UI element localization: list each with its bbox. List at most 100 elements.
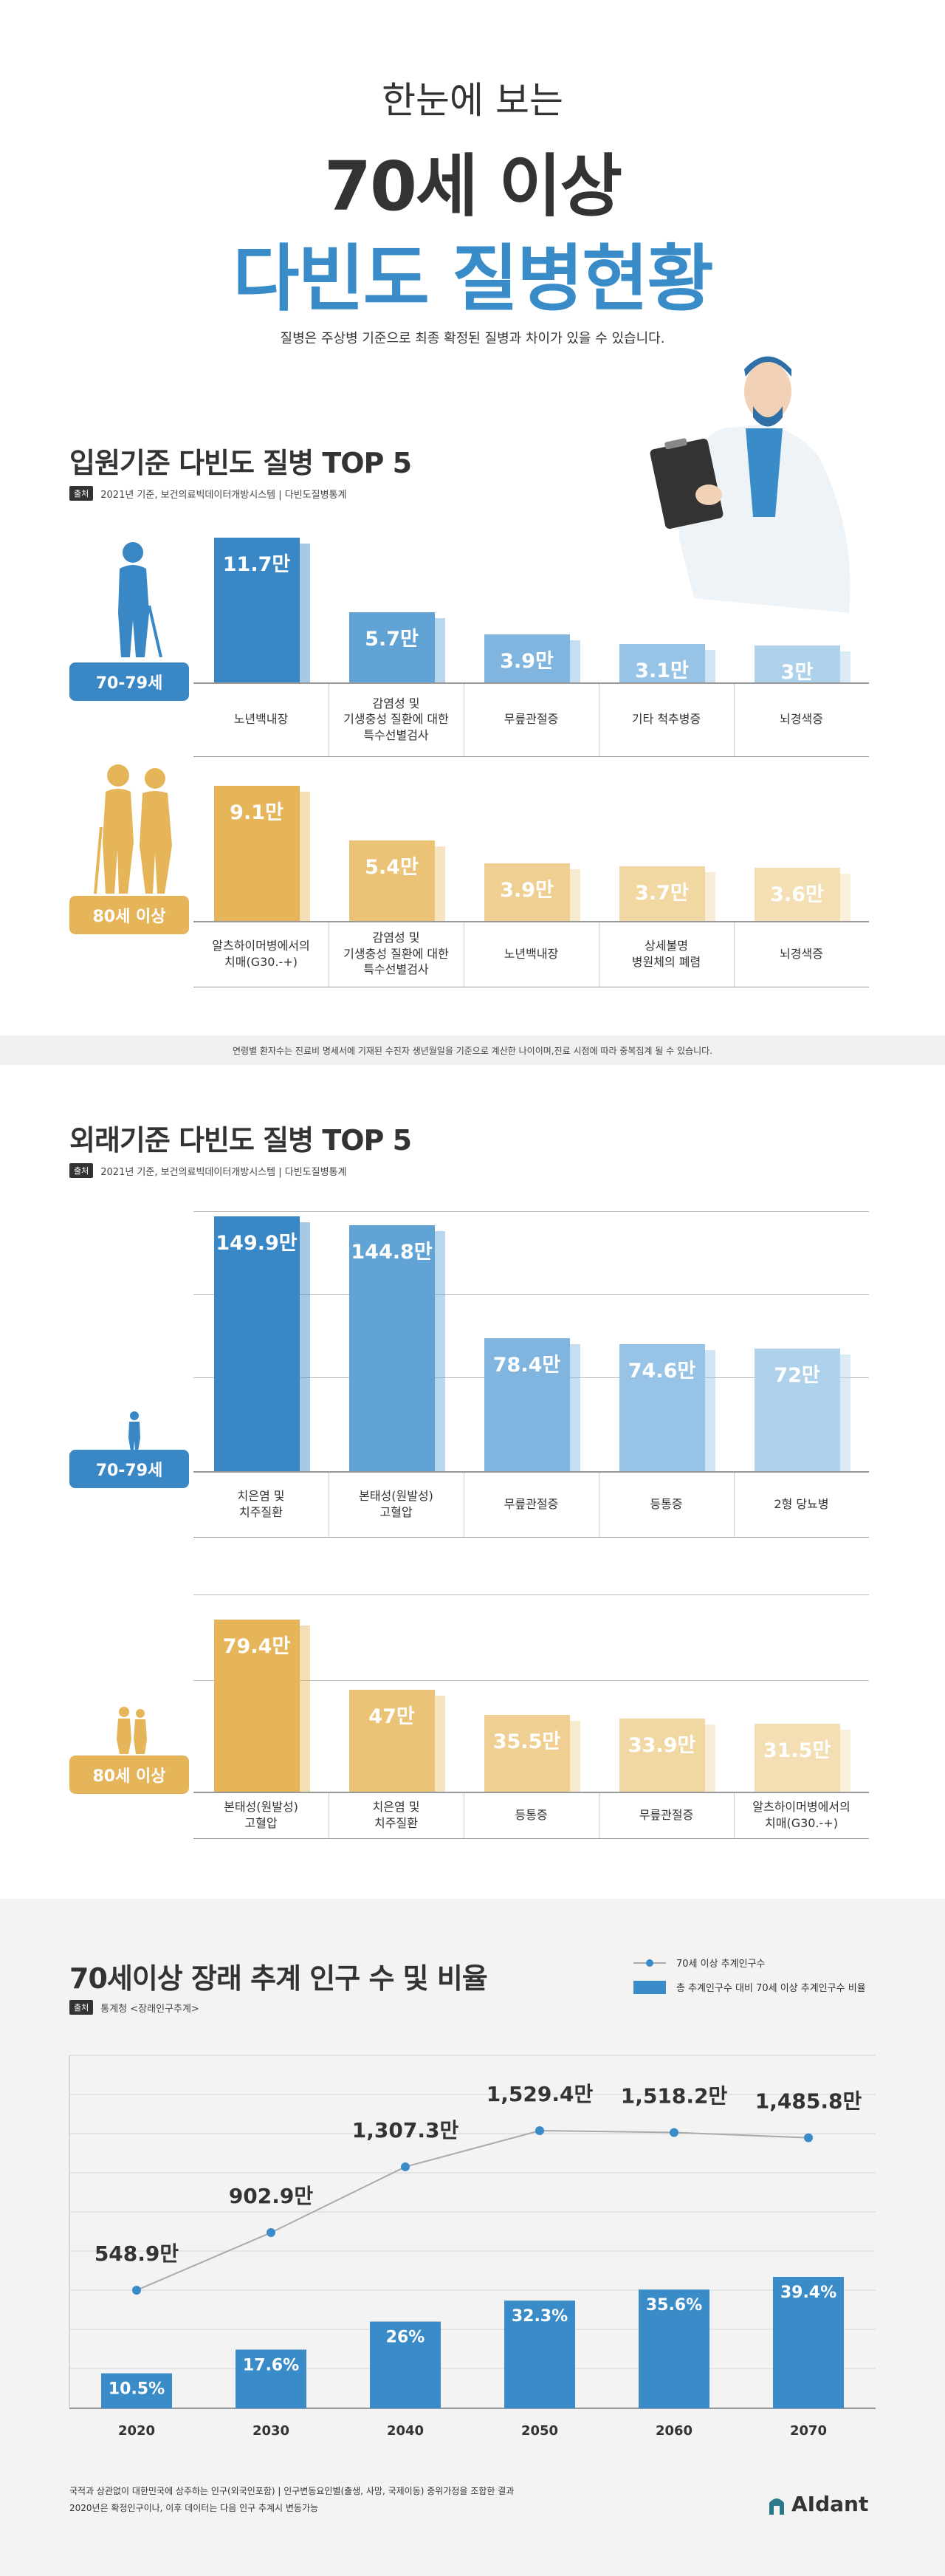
value-label: 72만 xyxy=(774,1364,820,1388)
bar xyxy=(101,2373,172,2408)
value-label: 144.8만 xyxy=(351,1240,433,1264)
legend-label: 70세 이상 추계인구수 xyxy=(676,1959,766,1970)
brand: AIdant xyxy=(768,2492,868,2516)
legend-swatch xyxy=(633,1981,666,1994)
value-label: 3.7만 xyxy=(635,881,689,905)
category-label: 기타 척추병증 xyxy=(631,712,701,727)
bar xyxy=(213,1620,300,1792)
line-point xyxy=(267,2228,275,2238)
bar xyxy=(348,1224,435,1471)
baseline xyxy=(193,1792,869,1793)
header-line2: 70세 이상 xyxy=(324,147,622,226)
category-label: 본태성(원발성) 고혈압 xyxy=(224,1799,298,1830)
line-point xyxy=(132,2286,141,2295)
line-value-label: 1,529.4만 xyxy=(487,2082,594,2106)
category-label: 치은염 및 치주질환 xyxy=(237,1488,285,1519)
cell-divider xyxy=(734,1471,735,1537)
x-tick-label: 2050 xyxy=(521,2423,558,2439)
bar xyxy=(484,1337,570,1471)
bar xyxy=(619,866,705,921)
value-label: 3.9만 xyxy=(500,649,554,673)
bar xyxy=(754,867,840,921)
value-label: 33.9만 xyxy=(628,1733,696,1757)
category-label: 치은염 및 치주질환 xyxy=(372,1799,420,1830)
bottom-line xyxy=(193,756,869,757)
grid-line xyxy=(193,1211,869,1212)
bar xyxy=(484,863,570,921)
grid-line xyxy=(193,1294,869,1295)
section-title: 외래기준 다빈도 질병 TOP 5 xyxy=(69,1124,412,1157)
category-label: 무릎관절증 xyxy=(639,1807,694,1822)
bar-value-label: 10.5% xyxy=(109,2380,165,2399)
value-label: 47만 xyxy=(368,1705,415,1729)
value-label: 9.1만 xyxy=(230,801,284,824)
bar xyxy=(504,2301,575,2408)
bar xyxy=(213,786,300,921)
category-label: 무릎관절증 xyxy=(504,712,559,727)
silhouette-80-small xyxy=(117,1707,147,1754)
value-label: 5.7만 xyxy=(365,627,419,651)
line-value-label: 1,485.8만 xyxy=(755,2089,862,2114)
value-label: 35.5만 xyxy=(492,1730,561,1753)
line-value-label: 902.9만 xyxy=(229,2184,314,2208)
brand-name: AIdant xyxy=(791,2492,869,2516)
bottom-line xyxy=(193,1838,869,1839)
line-point xyxy=(670,2128,678,2137)
category-label: 감염성 및 기생충성 질환에 대한 특수선별검사 xyxy=(343,696,449,742)
value-label: 74.6만 xyxy=(628,1360,696,1383)
line-point xyxy=(401,2162,410,2171)
bar xyxy=(754,1349,840,1471)
bar xyxy=(213,538,300,682)
silhouette-70 xyxy=(118,542,162,657)
line-point xyxy=(804,2133,813,2142)
value-label: 5.4만 xyxy=(365,856,419,880)
bar xyxy=(348,840,435,921)
value-label: 11.7만 xyxy=(222,553,291,576)
value-label: 3.9만 xyxy=(500,878,554,902)
legend-label: 총 추계인구수 대비 70세 이상 추계인구수 비율 xyxy=(676,1983,866,1994)
category-label: 등통증 xyxy=(650,1496,683,1511)
line-value-label: 1,518.2만 xyxy=(621,2083,728,2108)
source-tag: 출처 xyxy=(69,486,94,501)
bar xyxy=(348,612,435,682)
bar xyxy=(619,1344,705,1471)
bar xyxy=(213,1216,300,1471)
bar xyxy=(484,634,570,682)
bar-value-label: 17.6% xyxy=(243,2356,299,2374)
source-tag: 출처 xyxy=(69,1163,94,1178)
group-label: 70-79세 xyxy=(69,662,189,701)
x-tick-label: 2030 xyxy=(252,2423,289,2439)
bar-value-label: 32.3% xyxy=(512,2307,568,2326)
group-label: 80세 이상 xyxy=(69,1755,189,1794)
baseline xyxy=(193,1471,869,1473)
bar xyxy=(619,1718,705,1792)
line-value-label: 548.9만 xyxy=(94,2241,179,2266)
legend-point xyxy=(646,1959,653,1967)
source-tag: 출처 xyxy=(69,2000,94,2015)
group-label: 80세 이상 xyxy=(69,896,189,934)
bar xyxy=(754,645,840,682)
value-label: 3.1만 xyxy=(635,660,689,683)
category-label: 노년백내장 xyxy=(504,946,559,961)
silhouette-70-small xyxy=(128,1411,140,1451)
category-label: 뇌경색증 xyxy=(780,712,823,727)
x-tick-label: 2060 xyxy=(656,2423,693,2439)
header-line1: 한눈에 보는 xyxy=(382,79,563,122)
header-line3: 다빈도 질병현황 xyxy=(233,237,713,321)
value-label: 79.4만 xyxy=(222,1635,291,1658)
header-note: 질병은 주상병 기준으로 최종 확정된 질병과 차이가 있을 수 있습니다. xyxy=(280,331,665,346)
source-row: 출처 통계청 <장래인구추계> xyxy=(69,2000,199,2015)
category-label: 상세불명 병원체의 폐렴 xyxy=(631,938,701,969)
category-label: 노년백내장 xyxy=(233,712,289,727)
x-tick-label: 2040 xyxy=(387,2423,424,2439)
bottom-line xyxy=(193,1537,869,1538)
category-label: 알츠하이머병에서의 치매(G30.-+) xyxy=(752,1799,850,1830)
bar xyxy=(639,2289,709,2408)
grid-line xyxy=(193,1594,869,1595)
cell-divider xyxy=(734,682,735,756)
footer-notes: 국적과 상관없이 대한민국에 상주하는 인구(외국인포함) | 인구변동요인별(… xyxy=(69,2483,514,2517)
bar xyxy=(773,2277,844,2408)
value-label: 3.6만 xyxy=(770,883,824,906)
category-label: 뇌경색증 xyxy=(780,946,823,961)
category-label: 본태성(원발성) 고혈압 xyxy=(359,1488,433,1519)
